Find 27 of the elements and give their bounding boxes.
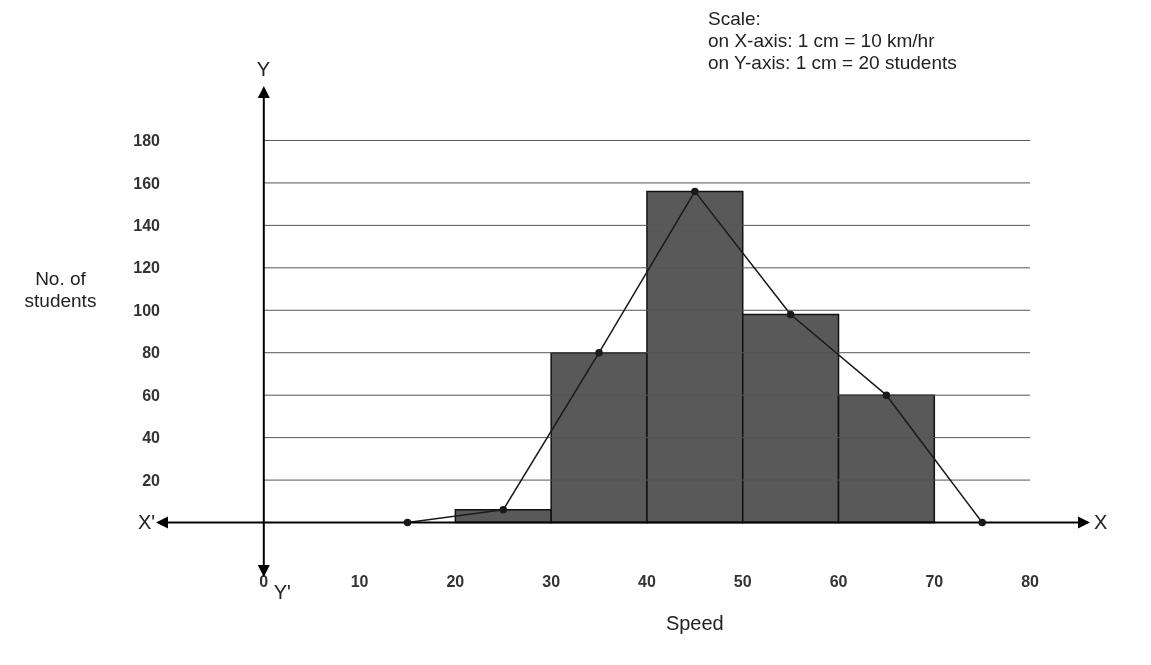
x-tick-label: 0 — [259, 573, 269, 590]
x-tick-label: 40 — [638, 573, 656, 590]
text: on X-axis: 1 cm = 10 km/hr — [708, 30, 935, 52]
y-axis-title: No. of students — [23, 267, 98, 312]
y-tick-label: 100 — [133, 301, 161, 319]
y-tick-label: 180 — [133, 132, 161, 150]
text: Y — [256, 58, 271, 81]
x-tick-label: 50 — [733, 573, 752, 590]
x-tick-label: 70 — [925, 573, 944, 590]
y-tick-label: 120 — [133, 259, 161, 277]
x-tick-label: 60 — [829, 573, 848, 590]
y-tick-label: 40 — [142, 429, 161, 447]
x-tick-label: 80 — [1021, 573, 1040, 590]
x-axis-title: Speed — [664, 612, 725, 635]
y-tick-label: 80 — [142, 344, 161, 362]
x-tick-label: 20 — [446, 573, 465, 590]
text: Scale: — [708, 8, 761, 30]
text: X — [1094, 510, 1108, 534]
y-tick-label: 140 — [133, 217, 161, 235]
x-tick-label: 10 — [350, 573, 369, 590]
text: Y' — [273, 581, 291, 604]
text: on Y-axis: 1 cm = 20 students — [708, 52, 957, 74]
x-tick-label: 30 — [542, 573, 561, 590]
y-tick-label: 20 — [142, 471, 161, 489]
y-tick-label: 60 — [142, 386, 161, 404]
y-tick-label: 160 — [133, 174, 161, 192]
text: X' — [138, 510, 156, 534]
